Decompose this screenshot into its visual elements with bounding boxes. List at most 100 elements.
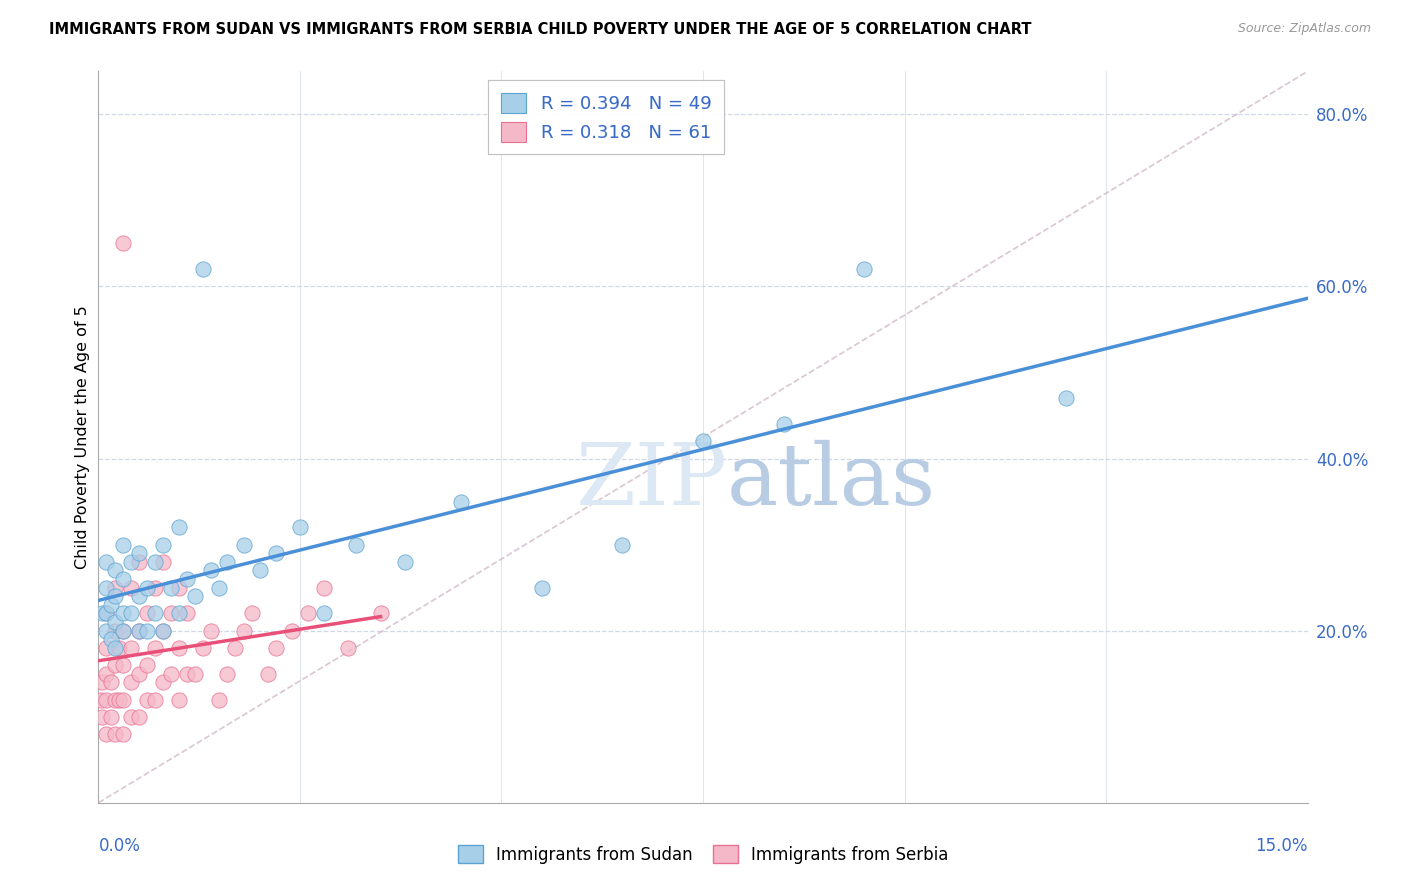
Point [135,658,157,673]
Point [281,624,304,638]
Point [176,572,198,586]
Point [200,624,222,638]
Text: 15.0%: 15.0% [1256,838,1308,855]
Point [120,675,142,690]
Point [152,624,174,638]
Point [772,417,794,432]
Legend: Immigrants from Sudan, Immigrants from Serbia: Immigrants from Sudan, Immigrants from S… [451,838,955,871]
Point [100,710,122,724]
Point [167,520,190,534]
Point [111,727,134,741]
Point [100,598,122,612]
Point [176,666,198,681]
Point [692,434,714,449]
Point [370,607,392,621]
Point [96,727,118,741]
Point [232,624,254,638]
Point [167,581,190,595]
Point [135,607,157,621]
Point [160,581,183,595]
Point [264,546,287,560]
Point [288,520,311,534]
Text: 0.0%: 0.0% [98,838,141,855]
Point [314,607,336,621]
Point [232,538,254,552]
Point [224,640,246,655]
Point [107,640,129,655]
Point [96,624,118,638]
Point [135,624,157,638]
Point [612,538,634,552]
Point [111,624,134,638]
Legend: R = 0.394   N = 49, R = 0.318   N = 61: R = 0.394 N = 49, R = 0.318 N = 61 [488,80,724,154]
Point [107,692,129,706]
Point [208,692,231,706]
Point [394,555,416,569]
Point [120,555,142,569]
Point [103,640,125,655]
Point [143,581,166,595]
Text: Source: ZipAtlas.com: Source: ZipAtlas.com [1237,22,1371,36]
Point [217,666,239,681]
Point [111,607,134,621]
Point [152,624,174,638]
Point [96,607,118,621]
Point [128,546,150,560]
Point [450,494,472,508]
Point [530,581,553,595]
Point [193,640,215,655]
Point [120,581,142,595]
Point [208,581,231,595]
Text: IMMIGRANTS FROM SUDAN VS IMMIGRANTS FROM SERBIA CHILD POVERTY UNDER THE AGE OF 5: IMMIGRANTS FROM SUDAN VS IMMIGRANTS FROM… [49,22,1032,37]
Point [91,607,114,621]
Point [160,607,183,621]
Point [96,692,118,706]
Point [167,607,190,621]
Point [344,538,367,552]
Text: ZIP: ZIP [575,440,727,523]
Point [96,607,118,621]
Point [143,555,166,569]
Point [128,710,150,724]
Point [91,675,114,690]
Point [111,572,134,586]
Text: atlas: atlas [727,440,936,523]
Point [100,632,122,647]
Point [152,538,174,552]
Point [103,624,125,638]
Point [160,666,183,681]
Point [135,581,157,595]
Point [193,262,215,277]
Point [111,658,134,673]
Point [167,640,190,655]
Point [103,692,125,706]
Point [120,640,142,655]
Point [135,692,157,706]
Point [200,564,222,578]
Point [184,589,207,603]
Point [128,666,150,681]
Point [337,640,360,655]
Point [128,555,150,569]
Point [91,710,114,724]
Point [96,666,118,681]
Point [240,607,263,621]
Point [143,640,166,655]
Y-axis label: Child Poverty Under the Age of 5: Child Poverty Under the Age of 5 [75,305,90,569]
Point [314,581,336,595]
Point [128,589,150,603]
Point [152,675,174,690]
Point [103,658,125,673]
Point [103,589,125,603]
Point [1054,392,1077,406]
Point [100,675,122,690]
Point [143,692,166,706]
Point [143,607,166,621]
Point [152,555,174,569]
Point [184,666,207,681]
Point [256,666,278,681]
Point [96,640,118,655]
Point [111,538,134,552]
Point [120,607,142,621]
Point [167,692,190,706]
